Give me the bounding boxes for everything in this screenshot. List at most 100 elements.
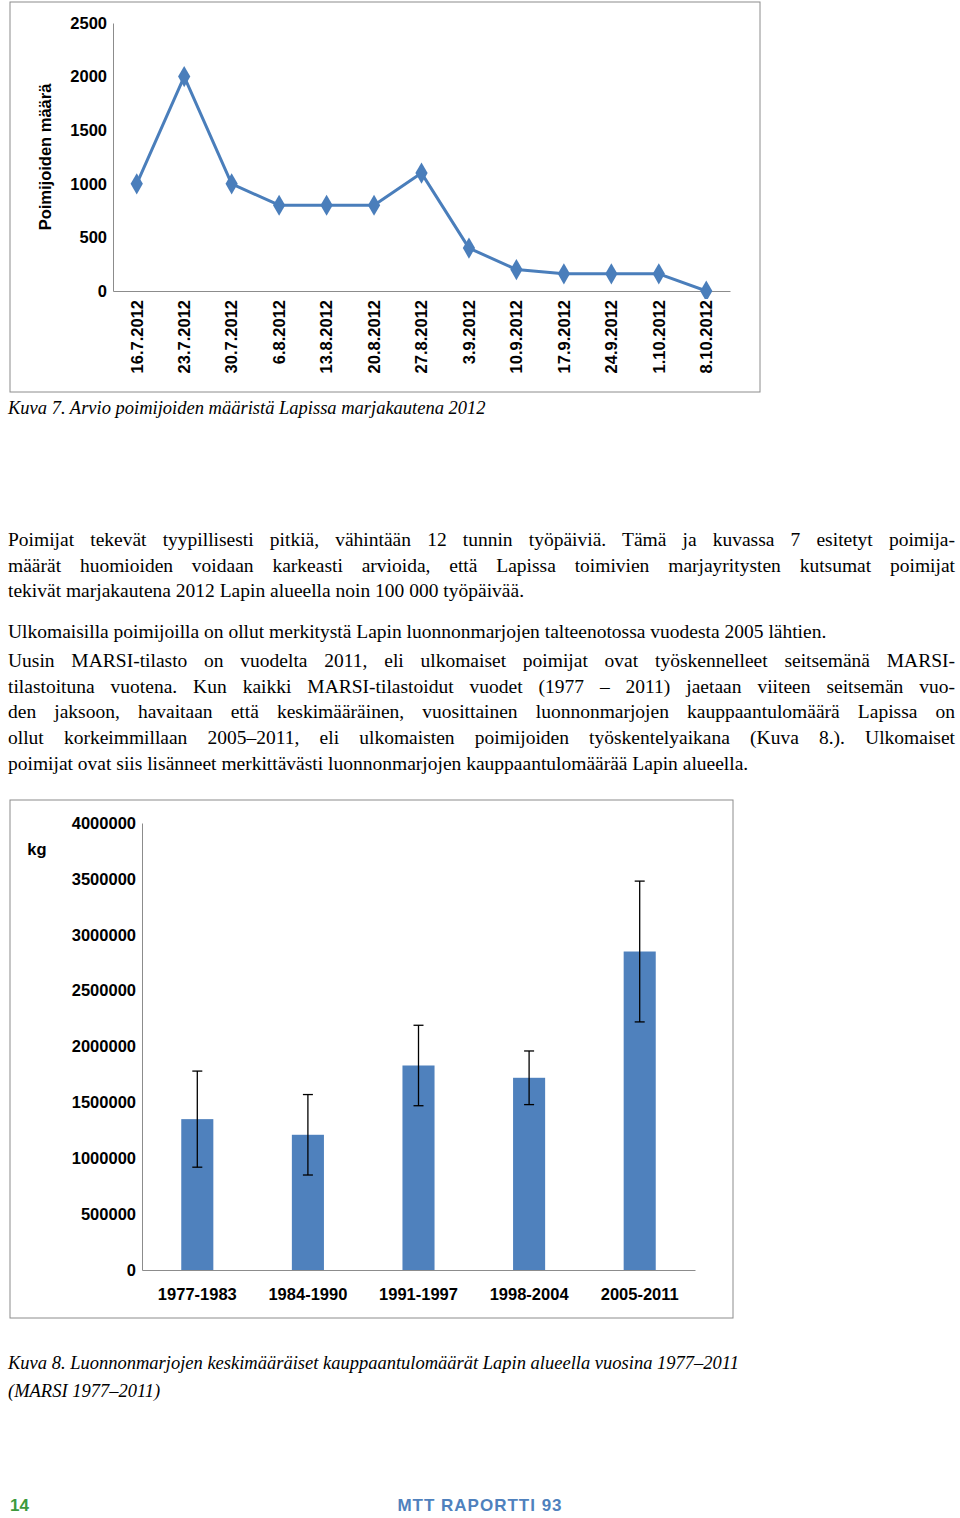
error-cap: [414, 1105, 424, 1106]
axis-line: [114, 291, 731, 292]
caption-text: Arvio poimijoiden määristä Lapissa marja…: [70, 398, 486, 418]
error-stem: [528, 1051, 529, 1105]
y-axis: 05001000150020002500: [70, 14, 113, 300]
tick: 1991-1997: [379, 1270, 458, 1303]
error-cap: [414, 1025, 424, 1026]
error-stem: [418, 1025, 419, 1105]
tick: 2005-2011: [601, 1270, 679, 1303]
paragraph-line: tekivät marjakautena 2012 Lapin alueella…: [8, 578, 955, 604]
tick-label: 2500: [70, 14, 107, 32]
error-cap: [303, 1174, 313, 1175]
tick-label: 23.7.2012: [175, 300, 193, 373]
paragraph-line: ollut korkeimmillaan 2005–2011, eli ulko…: [8, 725, 955, 751]
tick: 27.8.2012: [412, 291, 430, 373]
tick-label: 2000: [70, 67, 107, 85]
chart-line: 0500100015002000250016.7.201223.7.201230…: [10, 2, 760, 392]
caption-text: (MARSI 1977–2011): [8, 1381, 160, 1401]
error-stem: [307, 1095, 308, 1175]
paragraph-line: Poimijat tekevät tyypillisesti pitkiä, v…: [8, 527, 955, 553]
tick-label: 30.7.2012: [222, 300, 240, 373]
data-line: [137, 77, 707, 291]
error-stem: [639, 881, 640, 1022]
tick-label: 500: [79, 228, 107, 246]
tick: 1984-1990: [268, 1270, 347, 1303]
chart-frame: [10, 2, 760, 392]
tick-label: 1977-1983: [158, 1285, 237, 1303]
tick-label: 500000: [81, 1205, 136, 1223]
data-marker: [273, 195, 285, 216]
tick: 2000: [70, 67, 113, 85]
error-bar: [635, 881, 645, 1022]
axis-line: [142, 824, 143, 1271]
tick: 20.8.2012: [365, 291, 383, 373]
paragraph-line: Ulkomaisilla poimijoilla on ollut merkit…: [8, 619, 955, 645]
paragraph-line: poimijat ovat siis lisänneet merkittäväs…: [8, 751, 955, 777]
paragraph-line: den jaksoon, havaitaan että keskimääräin…: [8, 699, 955, 725]
tick-label: 16.7.2012: [128, 300, 146, 373]
data-marker: [226, 173, 238, 194]
data-marker: [605, 263, 617, 284]
tick-label: 1000000: [72, 1149, 136, 1167]
error-cap: [524, 1104, 534, 1105]
tick-label: 8.10.2012: [697, 300, 715, 373]
tick-label: 1.10.2012: [650, 300, 668, 373]
tick: 10.9.2012: [507, 291, 525, 373]
data-marker: [700, 280, 712, 299]
plot-lines: [137, 77, 707, 291]
tick: 500: [79, 228, 113, 246]
tick-label: 1984-1990: [268, 1285, 347, 1303]
tick-label: 0: [127, 1261, 136, 1279]
x-axis: 16.7.2012 23.7.2012 30.7.2012 6.8.2012 13.8.…: [114, 291, 731, 373]
error-bar: [192, 1071, 202, 1167]
tick-label: 2005-2011: [601, 1285, 679, 1303]
error-bar: [524, 1051, 534, 1105]
tick-label: 1991-1997: [379, 1285, 458, 1303]
data-marker: [415, 162, 427, 183]
tick-label: 17.9.2012: [555, 300, 573, 373]
caption-text: Luonnonmarjojen keskimääräiset kauppaant…: [70, 1353, 739, 1373]
tick: 1500: [70, 121, 113, 139]
tick: 2500000: [72, 981, 142, 999]
tick: 1977-1983: [158, 1270, 237, 1303]
axis-line: [113, 24, 114, 292]
paragraph-line: tilastoituna vuotena. Kun kaikki MARSI-t…: [8, 674, 955, 700]
tick: 1.10.2012: [650, 291, 668, 373]
tick-label: 1998-2004: [490, 1285, 570, 1303]
tick: 23.7.2012: [175, 291, 193, 373]
tick-label: 0: [98, 282, 107, 300]
tick: 3000000: [72, 926, 142, 944]
data-marker: [510, 259, 522, 280]
tick: 6.8.2012: [270, 291, 288, 364]
error-cap: [635, 880, 645, 881]
error-bar: [303, 1095, 313, 1175]
tick: 16.7.2012: [128, 291, 146, 373]
tick: 1998-2004: [490, 1270, 570, 1303]
tick-label: 27.8.2012: [412, 300, 430, 373]
tick-label: 13.8.2012: [317, 300, 335, 373]
tick: 17.9.2012: [555, 291, 573, 373]
figure-caption: Kuva 8. Luonnonmarjojen keskimääräiset k…: [8, 1349, 739, 1377]
plot-bars: [181, 881, 655, 1270]
tick-label: 3.9.2012: [460, 300, 478, 364]
tick: 30.7.2012: [222, 291, 240, 373]
tick-label: 1500000: [72, 1093, 136, 1111]
tick: 8.10.2012: [697, 291, 715, 373]
plot-markers: [131, 66, 713, 299]
tick: 2500: [70, 14, 113, 32]
data-marker: [463, 238, 475, 259]
bar: [513, 1078, 545, 1270]
error-bar: [414, 1025, 424, 1105]
tick: 1000000: [72, 1149, 142, 1167]
error-cap: [192, 1070, 202, 1071]
page-number: 14: [10, 1496, 29, 1516]
error-stem: [197, 1071, 198, 1167]
data-marker: [131, 173, 143, 194]
figure-caption: (MARSI 1977–2011): [8, 1377, 160, 1405]
tick-label: 3500000: [72, 870, 136, 888]
footer-title: MTT RAPORTTI 93: [0, 1496, 960, 1516]
error-cap: [303, 1094, 313, 1095]
axis-title: Poimijoiden määrä: [36, 83, 54, 231]
data-marker: [558, 263, 570, 284]
chart-frame: [10, 800, 733, 1318]
tick: 0: [98, 282, 113, 300]
